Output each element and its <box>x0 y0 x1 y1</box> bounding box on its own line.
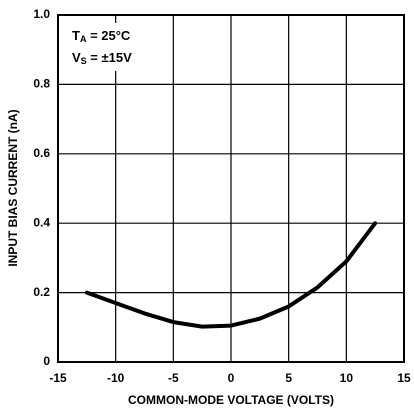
annotation: VS = ±15V <box>72 50 132 66</box>
annotation-symbol: V <box>72 50 81 65</box>
y-tick-label: 0 <box>43 354 50 368</box>
x-tick-label: -5 <box>168 371 179 385</box>
data-line <box>84 221 378 329</box>
x-tick-label: 10 <box>340 371 354 385</box>
x-tick-label: -15 <box>49 371 67 385</box>
x-tick-label: 0 <box>228 371 235 385</box>
y-tick-label: 0.2 <box>33 285 50 299</box>
annotation-subscript: A <box>80 34 87 44</box>
y-tick-label: 0.4 <box>33 215 50 229</box>
x-axis-title: COMMON-MODE VOLTAGE (VOLTS) <box>128 393 334 407</box>
annotation-text: = ±15V <box>87 50 132 65</box>
annotation-symbol: T <box>72 28 80 43</box>
x-tick-label: 5 <box>285 371 292 385</box>
x-tick-label: -10 <box>107 371 125 385</box>
x-tick-label: 15 <box>397 371 411 385</box>
plot-frame <box>57 14 405 363</box>
y-axis-title: INPUT BIAS CURRENT (nA) <box>6 109 20 266</box>
y-tick-label: 1.0 <box>33 7 50 21</box>
annotation-subscript: S <box>81 56 87 66</box>
annotation-text: = 25°C <box>86 28 130 43</box>
y-tick-label: 0.6 <box>33 146 50 160</box>
annotation-background <box>64 23 146 71</box>
annotation: TA = 25°C <box>72 28 131 44</box>
y-tick-label: 0.8 <box>33 77 50 91</box>
